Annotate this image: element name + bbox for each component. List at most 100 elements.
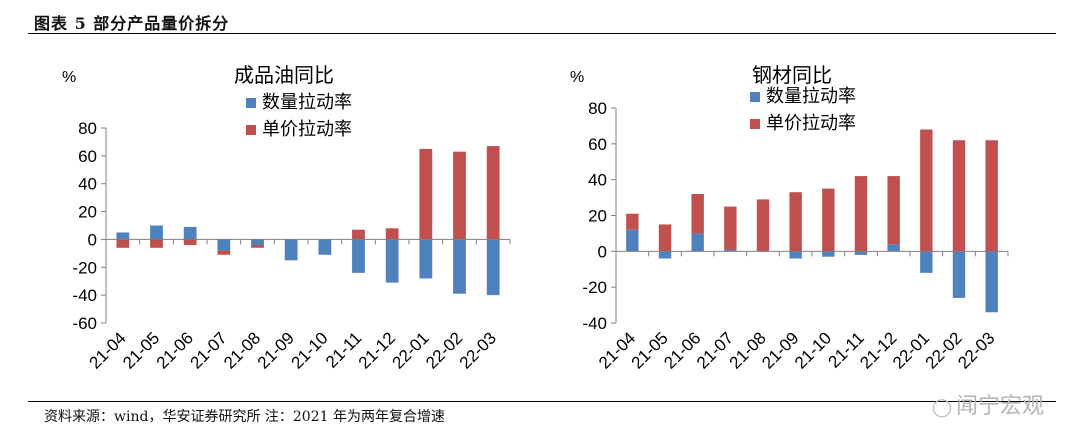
chart1-bar-price-21-07	[724, 206, 737, 250]
chart1-legend-swatch-volume	[750, 92, 760, 102]
chart0-bar-volume-21-09	[284, 239, 298, 261]
chart1-legend-swatch-price	[750, 119, 760, 129]
chart1-bar-volume-21-06	[691, 233, 704, 252]
chart1-bar-volume-21-04	[626, 229, 639, 252]
chart0-legend-swatch-price	[246, 125, 256, 135]
wechat-icon: ◯	[931, 397, 952, 418]
chart0-legend-label-price: 单价拉动率	[262, 119, 352, 139]
chart0-bar-volume-21-10	[318, 239, 332, 255]
chart1-bar-volume-21-10	[822, 251, 835, 257]
source-note: 资料来源：wind，华安证券研究所 注：2021 年为两年复合增速	[44, 409, 445, 425]
chart1-x-tick-label: 21-08	[726, 328, 770, 372]
chart0-bar-volume-21-12	[385, 239, 399, 283]
chart1-title: 钢材同比	[752, 64, 832, 87]
chart1-bar-volume-22-03	[985, 251, 998, 313]
chart0-x-tick-label: 21-05	[119, 328, 163, 372]
chart0-bar-price-21-12	[385, 228, 399, 240]
chart1-legend-label-volume: 数量拉动率	[766, 86, 856, 106]
chart0-bar-volume-21-07	[217, 239, 231, 251]
chart1-y-tick-label: 60	[588, 135, 607, 154]
chart0-y-tick-label: -40	[72, 286, 97, 305]
watermark: ◯ 闻宁宏观	[932, 388, 1044, 420]
chart1-x-tick-label: 21-06	[660, 328, 704, 372]
chart1-bar-price-21-04	[626, 213, 639, 230]
chart0-x-tick-label: 21-12	[355, 328, 399, 372]
chart0-x-tick-label: 21-07	[186, 328, 230, 372]
chart1-bar-volume-21-12	[887, 244, 900, 252]
chart1-x-tick-label: 21-05	[628, 328, 672, 372]
chart0-x-tick-label: 21-11	[322, 328, 365, 371]
chart1-y-tick-label: -40	[582, 314, 607, 333]
chart0-x-tick-label: 22-01	[388, 328, 432, 372]
chart0-y-tick-label: -60	[72, 314, 97, 333]
chart1-bar-volume-22-01	[920, 251, 933, 273]
chart0-x-tick-label: 22-02	[422, 328, 466, 372]
chart1-bar-price-22-01	[920, 129, 933, 252]
chart1-bar-volume-21-11	[854, 251, 868, 255]
chart0-bar-volume-22-03	[486, 239, 500, 296]
chart1-bar-price-21-05	[658, 224, 672, 252]
chart1-bar-price-21-10	[822, 188, 835, 252]
chart0-bar-volume-22-02	[453, 239, 466, 294]
chart1-bar-price-21-08	[756, 199, 770, 252]
chart1-x-tick-label: 21-07	[693, 328, 737, 372]
watermark-text: 闻宁宏观	[955, 394, 1044, 419]
chart0-legend-label-volume: 数量拉动率	[262, 92, 352, 112]
chart1-y-tick-label: 20	[588, 207, 607, 226]
chart0-bar-price-21-04	[116, 239, 130, 248]
chart0-bar-volume-21-11	[352, 239, 365, 273]
chart1-bar-volume-21-09	[789, 251, 802, 259]
chart1-bar-price-22-02	[952, 140, 966, 252]
chart1-x-tick-label: 21-10	[791, 328, 835, 372]
chart-steel: 钢材同比%80 60 40 20 0 -20 -4021-0421-0521-0621-07…	[570, 64, 1009, 373]
chart0-y-tick-label: 20	[78, 203, 97, 222]
chart0-x-tick-label: 21-06	[153, 328, 197, 372]
chart0-y-tick-label: 0	[88, 230, 97, 249]
top-rule	[28, 33, 1056, 34]
chart1-bar-price-21-09	[789, 192, 802, 252]
chart0-bar-volume-22-01	[419, 239, 433, 279]
chart1-legend-label-price: 单价拉动率	[766, 113, 856, 133]
chart0-bar-price-22-02	[453, 151, 466, 240]
chart1-y-tick-label: 0	[598, 242, 607, 261]
chart0-x-tick-label: 21-10	[287, 328, 331, 372]
chart0-title: 成品油同比	[234, 64, 334, 87]
chart0-bar-volume-21-05	[150, 225, 163, 240]
chart1-x-tick-label: 21-12	[856, 328, 900, 372]
chart0-bar-volume-21-08	[251, 239, 264, 245]
chart0-y-tick-label: 80	[78, 119, 97, 138]
chart0-y-tick-label: 60	[78, 147, 97, 166]
chart0-bar-price-21-06	[183, 239, 197, 245]
chart0-y-tick-label: 40	[78, 175, 97, 194]
chart0-bar-price-21-11	[352, 229, 365, 240]
chart1-bar-price-22-03	[985, 140, 998, 252]
chart1-unit-label: %	[570, 69, 584, 86]
figure-title: 图表 5 部分产品量价拆分	[34, 14, 230, 33]
chart0-x-tick-label: 21-09	[254, 328, 298, 372]
chart1-x-tick-label: 22-01	[889, 328, 933, 372]
chart0-bar-price-22-03	[486, 146, 500, 240]
chart1-x-tick-label: 21-04	[595, 328, 639, 372]
chart0-bar-volume-21-04	[116, 232, 130, 240]
chart1-y-tick-label: 80	[588, 99, 607, 118]
chart0-unit-label: %	[62, 69, 76, 86]
chart1-bar-price-21-12	[887, 176, 900, 245]
chart0-bar-volume-21-06	[183, 226, 197, 240]
chart1-bar-volume-21-05	[658, 251, 672, 259]
chart0-x-tick-label: 21-08	[220, 328, 264, 372]
chart1-bar-volume-21-07	[724, 249, 737, 252]
chart1-bar-volume-22-02	[952, 251, 966, 298]
chart0-bar-price-21-05	[150, 239, 163, 248]
chart1-y-tick-label: -20	[582, 278, 607, 297]
chart1-x-tick-label: 21-09	[758, 328, 802, 372]
chart1-x-tick-label: 22-02	[922, 328, 966, 372]
chart0-x-tick-label: 22-03	[456, 328, 500, 372]
chart1-y-tick-label: 40	[588, 171, 607, 190]
chart1-bar-price-21-06	[691, 194, 704, 234]
chart0-legend-swatch-volume	[246, 98, 256, 108]
chart1-bar-price-21-11	[854, 176, 868, 252]
bottom-rule	[28, 401, 1056, 402]
chart1-x-tick-label: 22-03	[954, 328, 998, 372]
chart0-x-tick-label: 21-04	[85, 328, 129, 372]
chart0-bar-price-21-08	[251, 245, 264, 248]
